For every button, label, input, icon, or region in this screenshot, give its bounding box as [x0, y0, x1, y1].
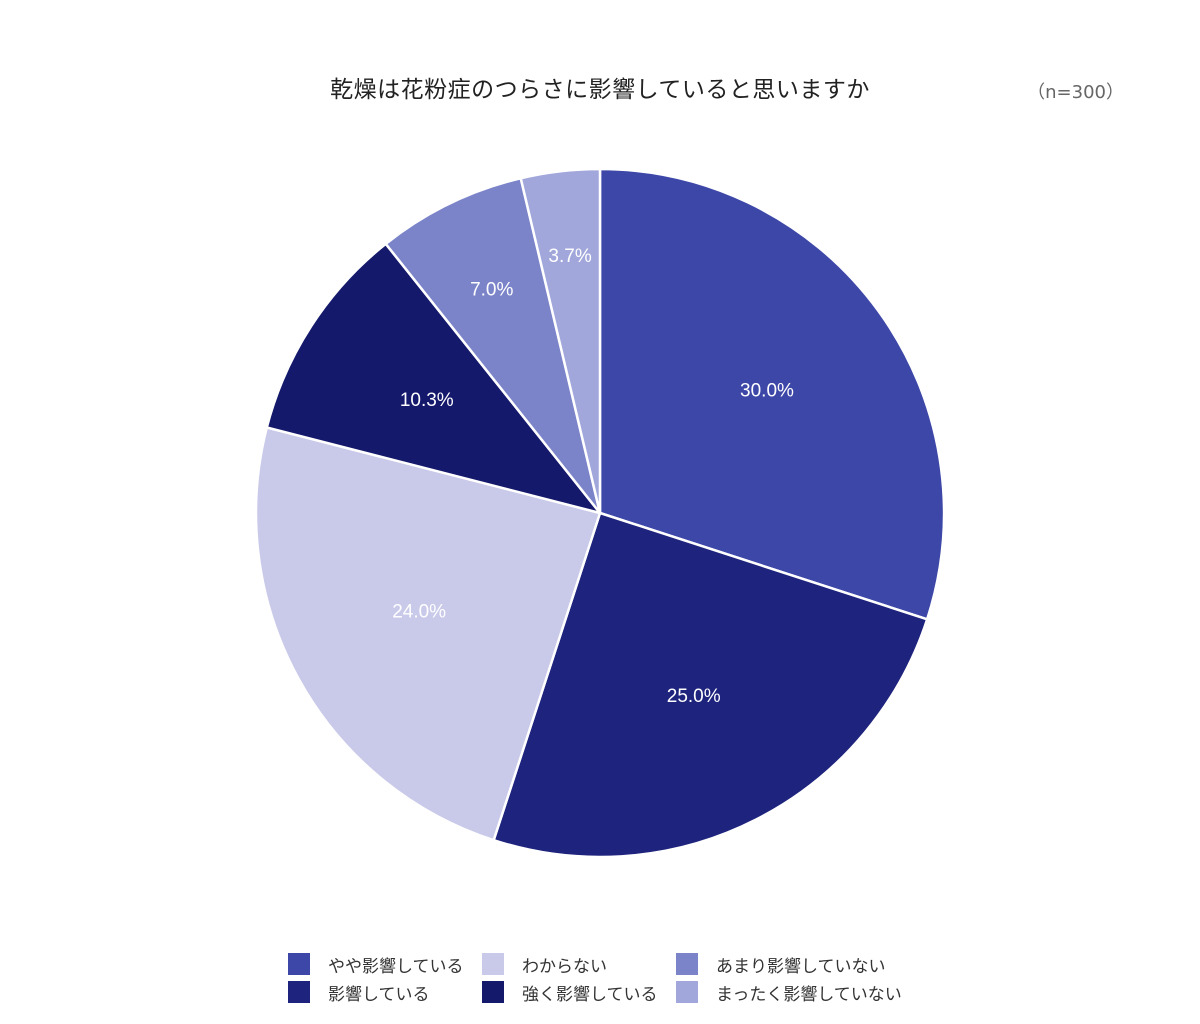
legend-item: あまり影響していない	[676, 953, 916, 977]
legend-label: 強く影響している	[522, 984, 658, 1005]
slice-value-label: 24.0%	[392, 601, 446, 622]
pie-slice	[519, 167, 602, 514]
legend-item: 影響している	[288, 981, 482, 1005]
slice-value-label: 10.3%	[400, 390, 454, 411]
chart-title: 乾燥は花粉症のつらさに影響していると思いますか	[330, 77, 870, 103]
legend-label: わからない	[522, 956, 607, 977]
legend-item: まったく影響していない	[676, 981, 916, 1005]
legend-item: わからない	[482, 953, 676, 977]
legend: やや影響している わからない あまり影響していない 影響している 強く影響してい…	[288, 953, 916, 1005]
legend-label: まったく影響していない	[716, 984, 902, 1005]
legend-swatch	[676, 953, 698, 975]
legend-swatch	[288, 953, 310, 975]
legend-swatch	[288, 981, 310, 1003]
sample-size-label: （n=300）	[1027, 82, 1124, 103]
legend-label: やや影響している	[328, 956, 464, 977]
pie-slice	[384, 176, 602, 514]
slice-value-label: 3.7%	[548, 246, 591, 267]
pie-slice	[598, 167, 946, 621]
slice-value-label: 30.0%	[740, 381, 794, 402]
slice-value-label: 25.0%	[667, 686, 721, 707]
legend-swatch	[676, 981, 698, 1003]
slice-value-label: 7.0%	[470, 279, 513, 300]
legend-swatch	[482, 953, 504, 975]
legend-swatch	[482, 981, 504, 1003]
pie-slice	[492, 511, 929, 859]
pie-slice	[254, 425, 602, 842]
legend-label: あまり影響していない	[716, 956, 886, 977]
legend-item: やや影響している	[288, 953, 482, 977]
legend-label: 影響している	[328, 984, 430, 1005]
pie-slice	[265, 242, 604, 516]
legend-item: 強く影響している	[482, 981, 676, 1005]
